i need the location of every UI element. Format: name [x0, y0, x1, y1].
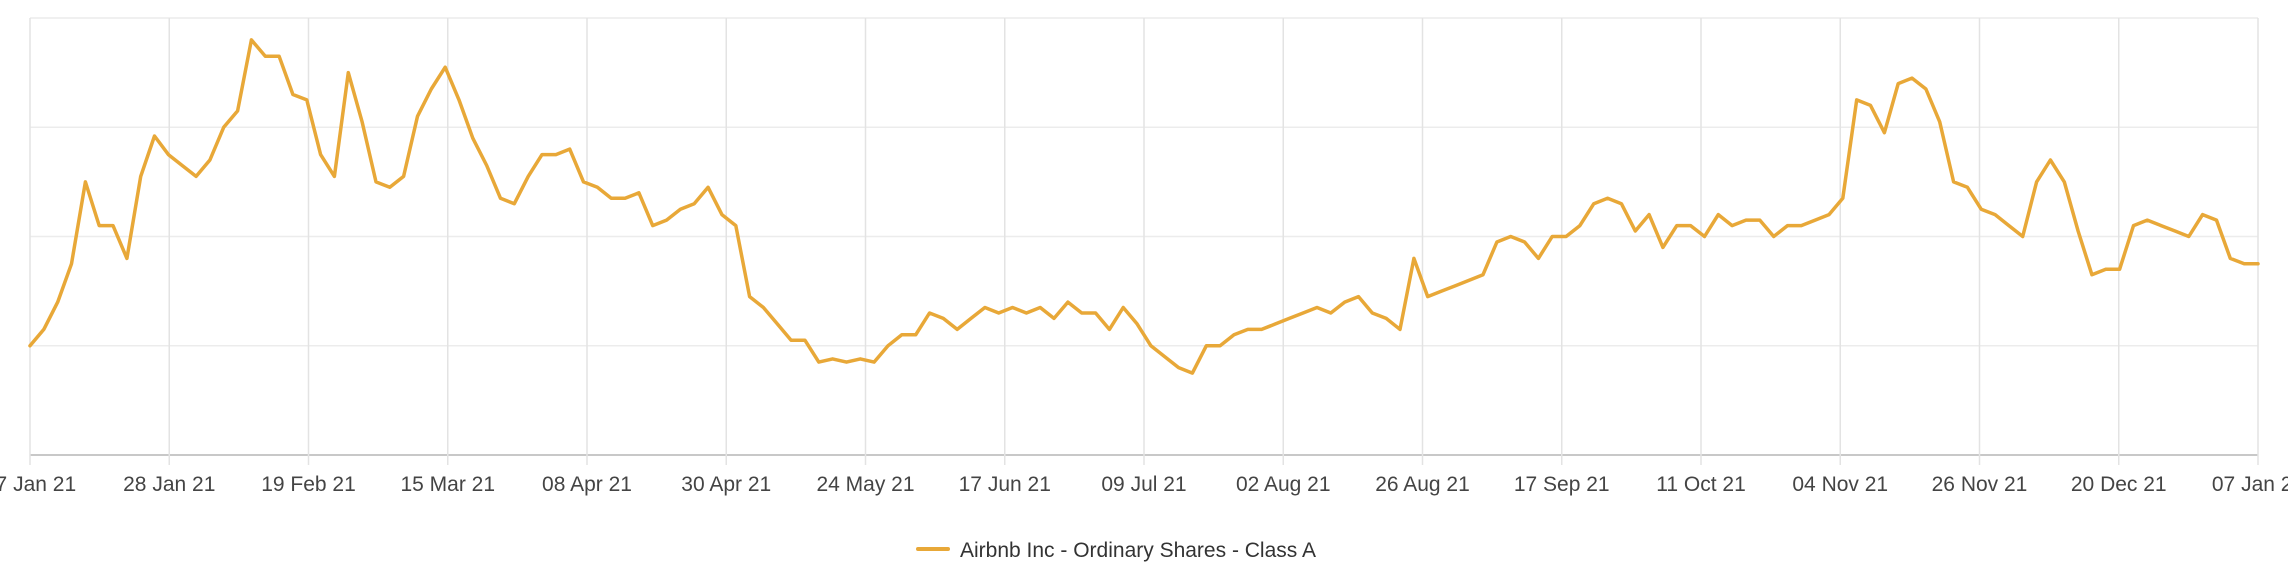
x-tick-label: 28 Jan 21	[123, 473, 215, 496]
x-tick-label: 19 Feb 21	[261, 473, 356, 496]
x-tick-label: 07 Jan 21	[0, 473, 76, 496]
x-tick-label: 17 Jun 21	[959, 473, 1051, 496]
x-tick-label: 11 Oct 21	[1656, 473, 1746, 496]
x-tick-label: 17 Sep 21	[1514, 473, 1610, 496]
x-axis-ticks: 07 Jan 21 28 Jan 21 19 Feb 21 15 Mar 21 08 A…	[0, 473, 2288, 496]
legend-label: Airbnb Inc - Ordinary Shares - Class A	[960, 539, 1316, 562]
x-tick-label: 07 Jan 22	[2212, 473, 2288, 496]
x-tick-label: 09 Jul 21	[1101, 473, 1186, 496]
x-tick-label: 26 Aug 21	[1375, 473, 1470, 496]
x-tick-label: 24 May 21	[816, 473, 914, 496]
grid	[29, 17, 2259, 465]
legend[interactable]: Airbnb Inc - Ordinary Shares - Class A	[916, 539, 1316, 562]
x-tick-label: 20 Dec 21	[2071, 473, 2167, 496]
x-tick-label: 15 Mar 21	[400, 473, 495, 496]
series-layer	[28, 38, 2260, 375]
series-line-airbnb[interactable]	[28, 38, 2260, 375]
x-tick-label: 26 Nov 21	[1932, 473, 2028, 496]
x-tick-label: 04 Nov 21	[1792, 473, 1888, 496]
x-tick-label: 08 Apr 21	[542, 473, 632, 496]
x-tick-label: 02 Aug 21	[1236, 473, 1331, 496]
x-tick-label: 30 Apr 21	[681, 473, 771, 496]
